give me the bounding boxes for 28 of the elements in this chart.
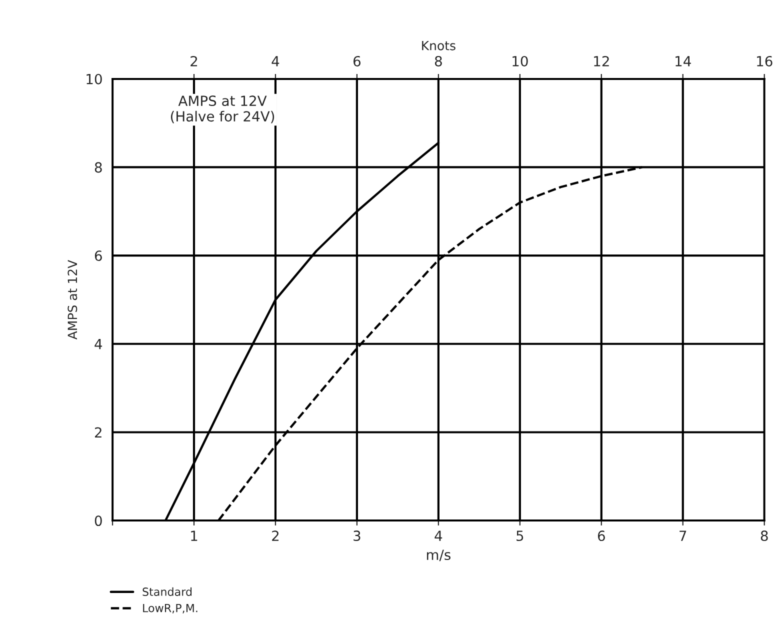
x2-tick-label: 6 (354, 56, 361, 66)
x-tick-label: 4 (434, 530, 442, 541)
x-tick-label: 7 (680, 530, 686, 541)
x-tick-label: 1 (191, 530, 198, 541)
x-axis-title: m/s (426, 550, 450, 562)
x2-tick-label: 12 (594, 56, 609, 66)
y-tick-label: 4 (94, 339, 102, 350)
x-tick-label: 3 (354, 530, 360, 542)
x2-tick-label: 10 (512, 56, 528, 66)
y-axis-title: AMPS at 12V (68, 260, 78, 340)
y-tick-label: 6 (94, 250, 102, 262)
x2-axis-title: Knots (422, 41, 456, 50)
x-tick-label: 8 (760, 530, 768, 542)
x2-tick-label: 8 (434, 56, 442, 66)
annotation: AMPS at 12V (Halve for 24V) (170, 96, 274, 124)
y-tick-label: 2 (94, 427, 102, 438)
y-tick-label: 10 (86, 74, 102, 84)
legend-label: Standard (142, 587, 192, 596)
y-tick-label: 0 (94, 516, 102, 526)
x-tick-label: 2 (272, 530, 279, 541)
x2-tick-label: 4 (272, 56, 280, 66)
x-tick-label: 6 (598, 530, 605, 542)
y-tick-label: 8 (94, 162, 102, 173)
x-tick-label: 5 (516, 530, 524, 542)
x2-tick-label: 14 (676, 56, 691, 66)
legend-label: LowR,P,M. (143, 604, 198, 614)
x2-tick-label: 2 (190, 56, 198, 66)
x2-tick-label: 16 (757, 56, 772, 66)
